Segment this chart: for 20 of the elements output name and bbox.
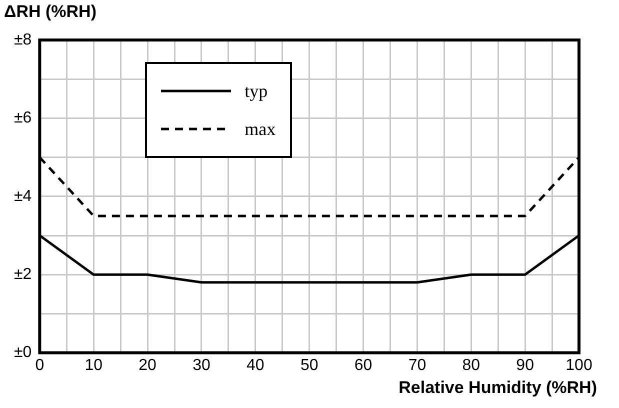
x-tick-label: 0: [35, 356, 44, 374]
x-tick-label: 100: [566, 356, 592, 374]
x-tick-label: 70: [408, 356, 426, 374]
x-tick-label: 60: [354, 356, 372, 374]
x-tick-label: 40: [246, 356, 264, 374]
y-axis-title: ΔRH (%RH): [4, 2, 96, 22]
legend-label: max: [244, 118, 276, 140]
x-tick-label: 90: [516, 356, 534, 374]
y-tick-label: ±2: [14, 266, 32, 284]
legend-label: typ: [244, 80, 268, 102]
x-axis-title: Relative Humidity (%RH): [398, 378, 597, 398]
y-tick-label: ±6: [14, 110, 32, 127]
x-tick-label: 30: [192, 356, 210, 374]
y-tick-label: ±4: [14, 188, 32, 205]
x-tick-label: 20: [138, 356, 157, 374]
y-tick-label: ±0: [14, 344, 32, 362]
x-tick-label: 50: [300, 356, 318, 374]
x-tick-label: 10: [84, 356, 103, 374]
y-tick-label: ±8: [14, 31, 32, 48]
x-tick-label: 80: [462, 356, 480, 374]
